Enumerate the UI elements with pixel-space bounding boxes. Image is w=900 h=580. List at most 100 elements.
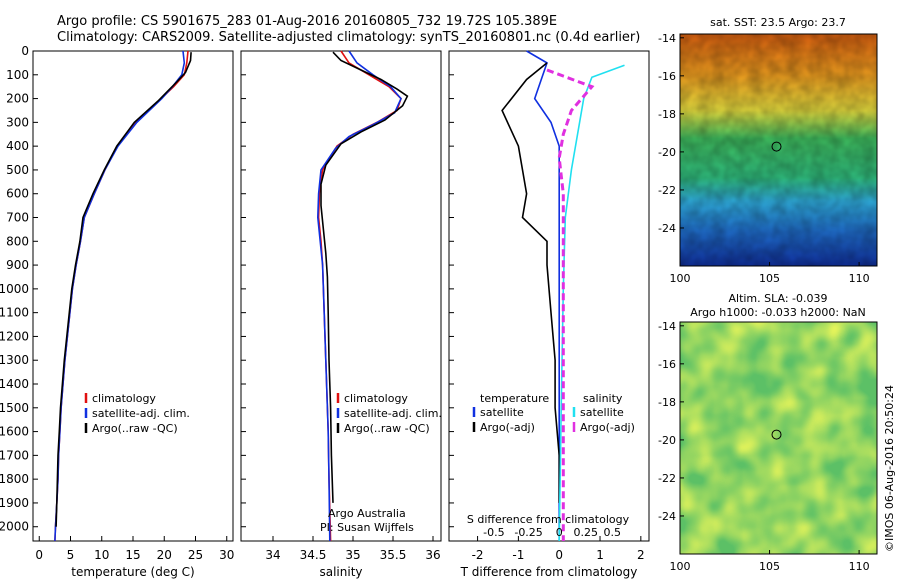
x-tick-label: 0 [555,548,563,562]
map-x-tick-label: 105 [759,560,780,573]
difference-top-xlabel: S difference from climatology [467,513,630,526]
title-line1: Argo profile: CS 5901675_283 01-Aug-2016… [57,14,557,29]
difference-frame [448,50,650,542]
legend-label: satellite-adj. clim. [344,407,442,420]
y-tick-label: 1800 [0,472,29,486]
legend-label: satellite-adj. clim. [92,407,190,420]
sla-map-axes: 100 105 110 -14 -16 -18 -20 -22 -24 [658,320,870,573]
map-y-tick-label: -24 [658,510,676,523]
map-y-tick-label: -20 [658,146,676,159]
x-tick-label: 36 [425,548,440,562]
series-line-satellite-adj-clim- [316,50,402,542]
sst-map [679,33,878,267]
y-tick-label: 1900 [0,496,29,510]
legend-label: climatology [344,392,408,405]
legend-label: satellite [480,406,524,419]
map-x-tick-label: 100 [670,560,691,573]
credit-text: ©IMOS 06-Aug-2016 20:50:24 [883,385,896,552]
y-tick-label: 1300 [0,353,29,367]
legend-label: Argo(..raw -QC) [344,422,430,435]
y-tick-label: 700 [6,211,29,225]
map-y-tick-label: -14 [658,320,676,333]
map-x-tick-label: 100 [670,272,691,285]
title-line2: Climatology: CARS2009. Satellite-adjuste… [57,30,640,45]
y-tick-label: 800 [6,234,29,248]
y-tick-label: 1400 [0,377,29,391]
y-tick-label: 0 [21,44,29,58]
x-tick-label: 34 [265,548,280,562]
series-line-temperature-argo-adj- [501,62,560,503]
x-tick-label: -1 [512,548,524,562]
y-tick-label: 1600 [0,425,29,439]
temperature-xlabel: temperature (deg C) [71,565,194,579]
map-y-tick-label: -18 [658,396,676,409]
legend-label: Argo(-adj) [480,421,535,434]
legend-label: Argo(-adj) [580,421,635,434]
x-tick-label: -2 [472,548,484,562]
map-x-tick-label: 110 [849,272,870,285]
series-line-satellite-adj-clim- [54,50,186,542]
top-tick-label: 0.5 [604,526,622,539]
x-tick-label: 20 [157,548,172,562]
x-tick-label: 10 [94,548,109,562]
map-y-tick-label: -14 [658,32,676,45]
y-tick-label: 400 [6,139,29,153]
map-y-tick-label: -16 [658,358,676,371]
series-line-climatology [317,50,402,542]
difference-xlabel: T difference from climatology [460,565,638,579]
series-line-climatology [54,50,189,542]
y-tick-label: 300 [6,115,29,129]
x-tick-label: 1 [596,548,604,562]
series-line-salinity-satellite [558,64,625,542]
sst-map-title: sat. SST: 23.5 Argo: 23.7 [710,16,846,29]
salinity-frame [240,50,442,542]
annotation-institution: Argo Australia [328,507,406,520]
x-tick-label: 35.5 [380,548,407,562]
map-y-tick-label: -18 [658,108,676,121]
y-tick-label: 1700 [0,448,29,462]
annotation-pi: PI: Susan Wijffels [320,521,414,534]
difference-panel: -2 -1 0 1 2 T difference from climatology -0.5… [448,50,650,579]
series-line-temperature-satellite [526,50,560,541]
map-y-tick-label: -22 [658,472,676,485]
top-tick-label: 0 [556,526,563,539]
x-tick-label: 15 [125,548,140,562]
map-y-tick-label: -22 [658,184,676,197]
sla-frame [679,321,878,555]
y-tick-label: 1000 [0,282,29,296]
legend-group-title: temperature [480,392,549,405]
temperature-panel: 0 5 10 15 20 25 300100200300400500600700800900… [0,44,234,579]
y-tick-label: 500 [6,163,29,177]
y-tick-label: 1100 [0,306,29,320]
y-tick-label: 1200 [0,329,29,343]
sla-map-subtitle: Argo h1000: -0.033 h2000: NaN [690,306,866,319]
x-tick-label: 0 [35,548,43,562]
map-x-tick-label: 105 [759,272,780,285]
y-tick-label: 200 [6,92,29,106]
legend-group-title: salinity [583,392,623,405]
y-tick-label: 900 [6,258,29,272]
x-tick-label: 2 [637,548,645,562]
y-tick-label: 2000 [0,520,29,534]
salinity-xlabel: salinity [319,565,362,579]
top-tick-label: -0.25 [514,526,542,539]
map-x-tick-label: 110 [849,560,870,573]
sst-texture [680,34,877,266]
series-line-argo-raw-qc- [320,51,409,503]
x-tick-label: 25 [188,548,203,562]
sst-map-axes: 100 105 110 -14 -16 -18 -20 -22 -24 [658,32,870,285]
sla-map [679,321,878,555]
x-tick-label: 5 [67,548,75,562]
top-tick-label: 0.25 [573,526,598,539]
top-tick-label: -0.5 [483,526,504,539]
x-tick-label: 35 [345,548,360,562]
x-tick-label: 30 [219,548,234,562]
map-y-tick-label: -16 [658,70,676,83]
y-tick-label: 1500 [0,401,29,415]
map-y-tick-label: -24 [658,222,676,235]
argo-location-marker [771,429,782,440]
legend-label: climatology [92,392,156,405]
map-y-tick-label: -20 [658,434,676,447]
argo-location-marker [771,141,782,152]
